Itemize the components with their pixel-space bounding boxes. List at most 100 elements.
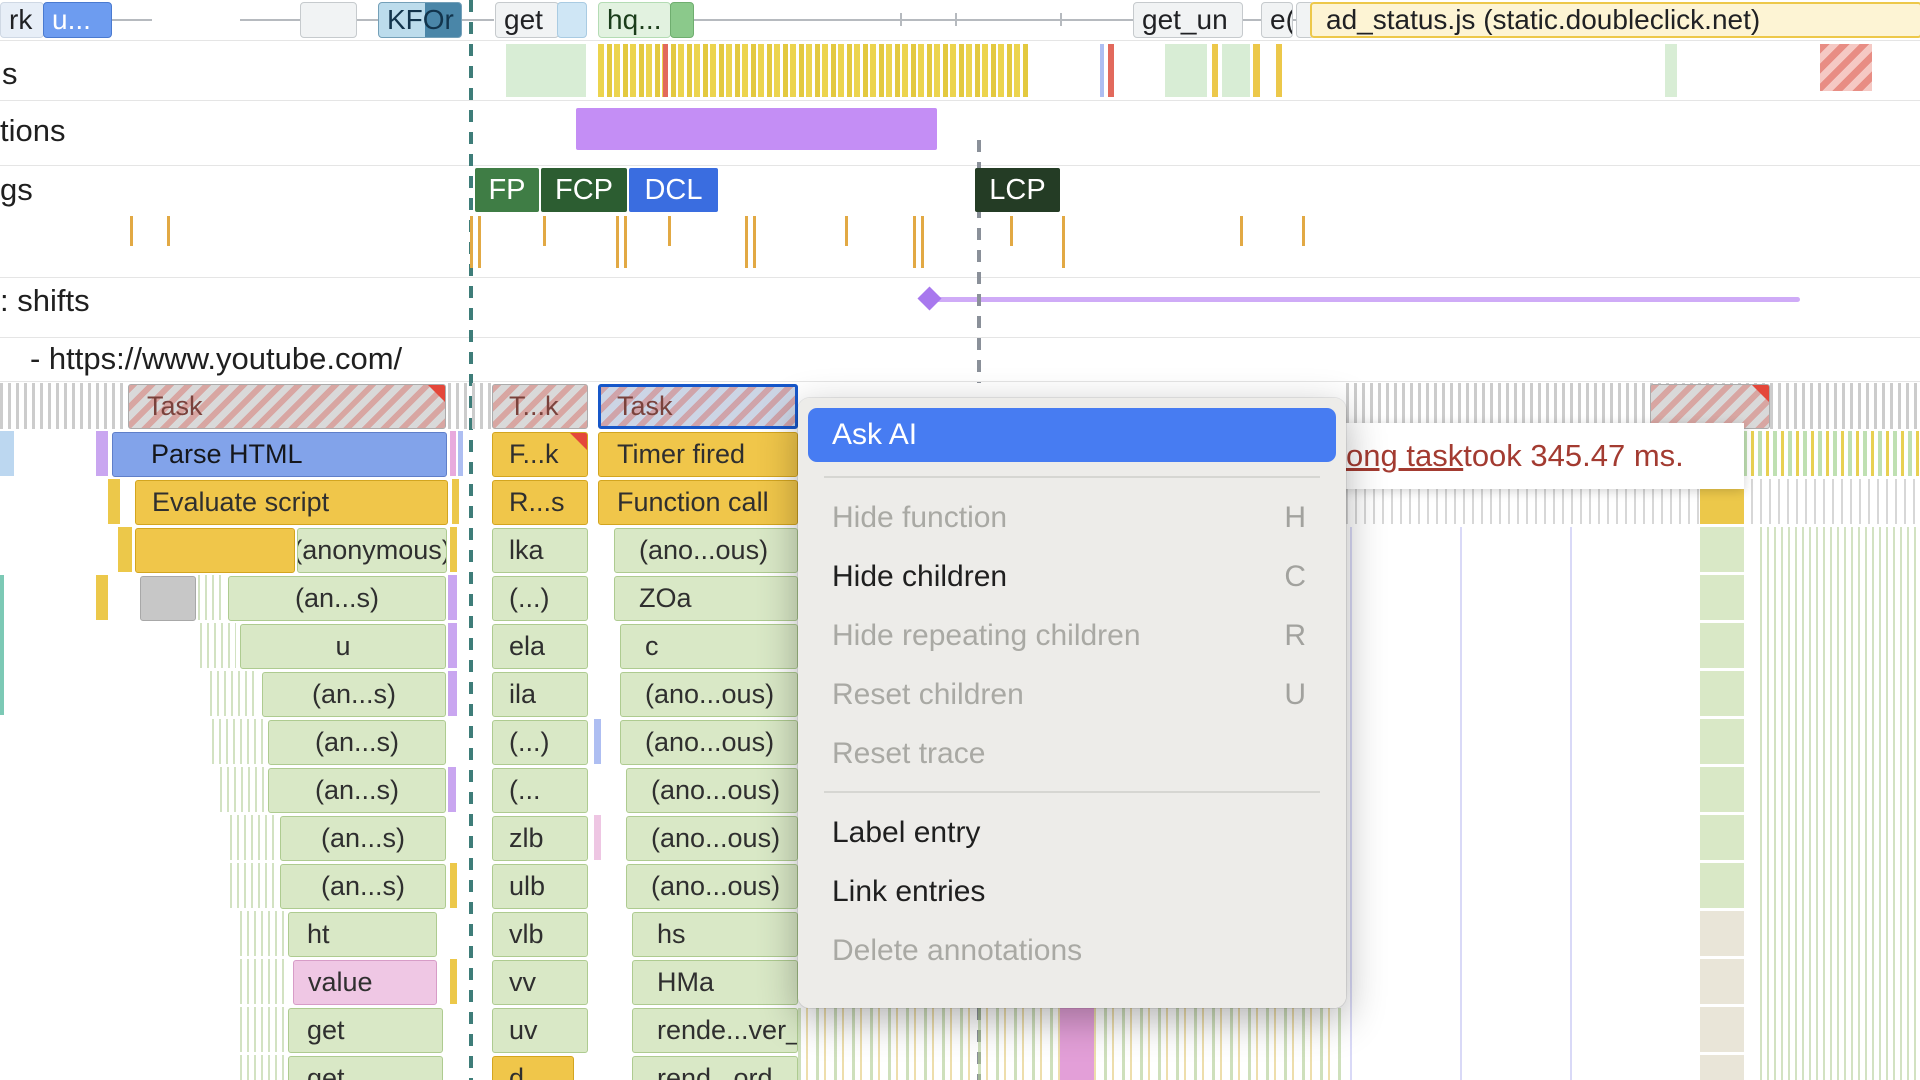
flame-bar[interactable]: Timer fired (598, 432, 798, 477)
flame-bar[interactable]: (...) (492, 720, 588, 765)
track-divider (0, 277, 1920, 278)
flame-bar-label: (ano...ous) (645, 727, 775, 757)
flame-bar[interactable]: d (492, 1056, 574, 1080)
flame-bar[interactable]: ela (492, 624, 588, 669)
flame-bar[interactable]: hs (632, 912, 798, 957)
menu-item-label: Hide repeating children (832, 618, 1141, 652)
timing-marker-fp[interactable]: FP (475, 168, 539, 212)
flame-bar[interactable]: (an...s) (268, 720, 446, 765)
flame-bar[interactable]: zlb (492, 816, 588, 861)
context-menu-item-link-entries[interactable]: Link entries (798, 862, 1346, 921)
flame-bar[interactable]: (... (492, 768, 588, 813)
flame-bar-label: (anonymous) (297, 535, 447, 565)
ask-ai-menu-item[interactable]: Ask AI (808, 408, 1336, 462)
context-menu-item-hide-children[interactable]: Hide children C (798, 547, 1346, 606)
flame-bar[interactable]: (an...s) (262, 672, 446, 717)
network-request[interactable]: e( (1261, 2, 1293, 38)
flame-bar[interactable] (140, 576, 196, 621)
activity-sliver (1212, 44, 1218, 97)
track-label-interactions: tions (0, 113, 66, 148)
flame-bar[interactable]: Task (598, 384, 798, 429)
flame-bar[interactable]: ila (492, 672, 588, 717)
flame-bar[interactable]: (an...s) (268, 768, 446, 813)
flame-bar[interactable]: R...s (492, 480, 588, 525)
flame-bar[interactable]: (ano...ous) (614, 528, 798, 573)
flame-bar[interactable]: uv (492, 1008, 588, 1053)
flame-bar[interactable]: (an...s) (280, 864, 446, 909)
context-menu-item-label-entry[interactable]: Label entry (798, 803, 1346, 862)
flame-bar[interactable] (1650, 384, 1770, 429)
network-request[interactable]: u... (43, 2, 112, 38)
track-divider (0, 40, 1920, 41)
track-label-timings: gs (0, 172, 33, 207)
flame-bar[interactable]: (ano...ous) (620, 720, 798, 765)
flame-bar[interactable]: Function call (598, 480, 798, 525)
flame-bar-label: (an...s) (314, 775, 400, 805)
network-request[interactable]: KFOr (378, 2, 462, 38)
flame-bar[interactable]: Parse HTML (112, 432, 447, 477)
flame-bar-label: rende...ver_ (657, 1015, 798, 1045)
flame-bar[interactable]: rende...ver_ (632, 1008, 798, 1053)
activity-sliver (448, 767, 456, 812)
timing-marker-fcp[interactable]: FCP (541, 168, 627, 212)
activity-sliver (96, 575, 108, 620)
flame-bar[interactable]: ht (288, 912, 437, 957)
timing-marker-label: FP (488, 173, 526, 206)
network-request[interactable]: get (495, 2, 559, 38)
timing-tick (753, 216, 756, 268)
flame-bar-label: (an...s) (294, 583, 380, 613)
network-request[interactable]: rk (0, 2, 44, 38)
flame-bar[interactable]: (ano...ous) (620, 672, 798, 717)
flame-bar-label: T...k (509, 391, 559, 421)
flame-bar[interactable]: Evaluate script (135, 480, 448, 525)
flame-bar[interactable]: get (288, 1008, 443, 1053)
long-task-duration-text: took 345.47 ms. (1463, 438, 1684, 473)
timing-tick (1302, 216, 1305, 246)
flame-bar[interactable]: u (240, 624, 446, 669)
flame-bar[interactable]: (anonymous) (297, 528, 447, 573)
flame-bar[interactable]: T...k (492, 384, 588, 429)
flame-bar[interactable]: rend...ord (632, 1056, 798, 1080)
flame-bar[interactable]: (ano...ous) (626, 816, 798, 861)
flame-bar[interactable] (135, 528, 295, 573)
activity-sliver (1108, 44, 1114, 97)
long-task-link[interactable]: ong task (1346, 438, 1464, 473)
network-request[interactable] (557, 2, 587, 38)
interaction-bar[interactable] (576, 108, 937, 150)
timing-marker-label: FCP (555, 173, 613, 206)
network-request[interactable]: hq... (598, 2, 671, 38)
network-request[interactable] (670, 2, 694, 38)
flame-bar[interactable]: lka (492, 528, 588, 573)
network-whisker (355, 19, 380, 21)
flame-bar[interactable]: (ano...ous) (626, 864, 798, 909)
flame-bar[interactable]: get (288, 1056, 443, 1080)
flame-bar[interactable]: HMa (632, 960, 798, 1005)
flame-bar[interactable]: ulb (492, 864, 588, 909)
flame-bar[interactable]: (an...s) (280, 816, 446, 861)
flame-bar[interactable]: (an...s) (228, 576, 446, 621)
activity-sliver (108, 479, 120, 524)
network-request[interactable]: get_un (1133, 2, 1243, 38)
timing-marker-lcp[interactable]: LCP (975, 168, 1060, 212)
activity-sliver (240, 1055, 284, 1080)
flame-bar-label: (... (509, 775, 541, 805)
track-divider (0, 381, 1920, 382)
flame-bar[interactable]: vlb (492, 912, 588, 957)
network-request[interactable]: ad_status.js (static.doubleclick.net) (1310, 2, 1920, 38)
activity-sliver (118, 527, 132, 572)
flame-bar[interactable]: Task (128, 384, 446, 429)
flame-bar[interactable]: c (620, 624, 798, 669)
flame-bar[interactable]: vv (492, 960, 588, 1005)
layout-shift-diamond[interactable] (917, 286, 942, 311)
network-request[interactable] (300, 2, 357, 38)
timing-tick (1010, 216, 1013, 246)
network-request-label: KFOr (387, 4, 454, 35)
flame-bar[interactable]: value (293, 960, 437, 1005)
flame-bar[interactable]: (ano...ous) (626, 768, 798, 813)
timing-marker-dcl[interactable]: DCL (629, 168, 718, 212)
flame-bar[interactable]: (...) (492, 576, 588, 621)
flame-bar[interactable]: F...k (492, 432, 588, 477)
flame-bar[interactable]: ZOa (614, 576, 798, 621)
flame-bar-label: (an...s) (311, 679, 397, 709)
flame-bar-label: value (308, 967, 373, 997)
